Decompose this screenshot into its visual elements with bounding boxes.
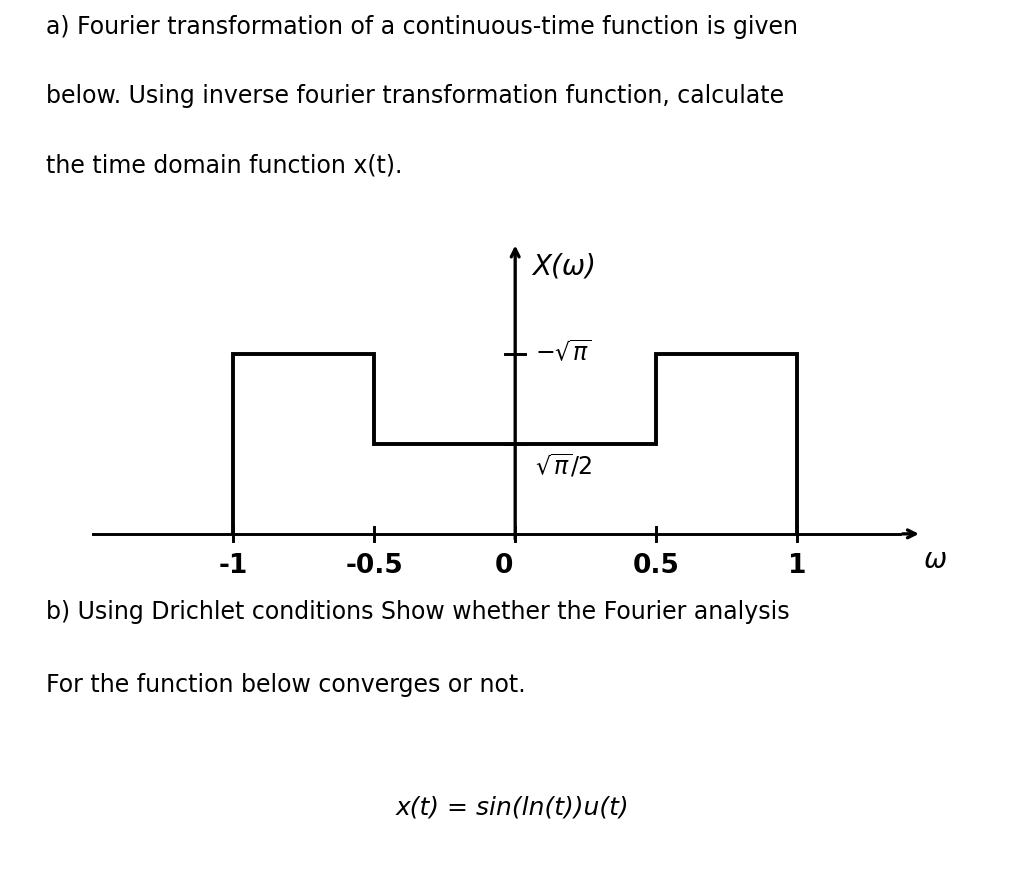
Text: -0.5: -0.5 [345, 553, 403, 578]
Text: 0: 0 [495, 553, 513, 578]
Text: $-\sqrt{\pi}$: $-\sqrt{\pi}$ [535, 339, 592, 366]
Text: 1: 1 [787, 553, 807, 578]
Text: ω: ω [924, 545, 946, 573]
Text: X(ω): X(ω) [532, 253, 596, 281]
Text: $\sqrt{\pi}/2$: $\sqrt{\pi}/2$ [535, 452, 592, 479]
Text: the time domain function x(t).: the time domain function x(t). [46, 153, 402, 178]
Text: For the function below converges or not.: For the function below converges or not. [46, 672, 525, 695]
Text: x(t) = sin(ln(t))u(t): x(t) = sin(ln(t))u(t) [395, 795, 629, 819]
Text: below. Using inverse fourier transformation function, calculate: below. Using inverse fourier transformat… [46, 84, 784, 108]
Text: -1: -1 [218, 553, 248, 578]
Text: a) Fourier transformation of a continuous-time function is given: a) Fourier transformation of a continuou… [46, 15, 798, 39]
Text: b) Using Drichlet conditions Show whether the Fourier analysis: b) Using Drichlet conditions Show whethe… [46, 599, 790, 624]
Text: 0.5: 0.5 [633, 553, 680, 578]
